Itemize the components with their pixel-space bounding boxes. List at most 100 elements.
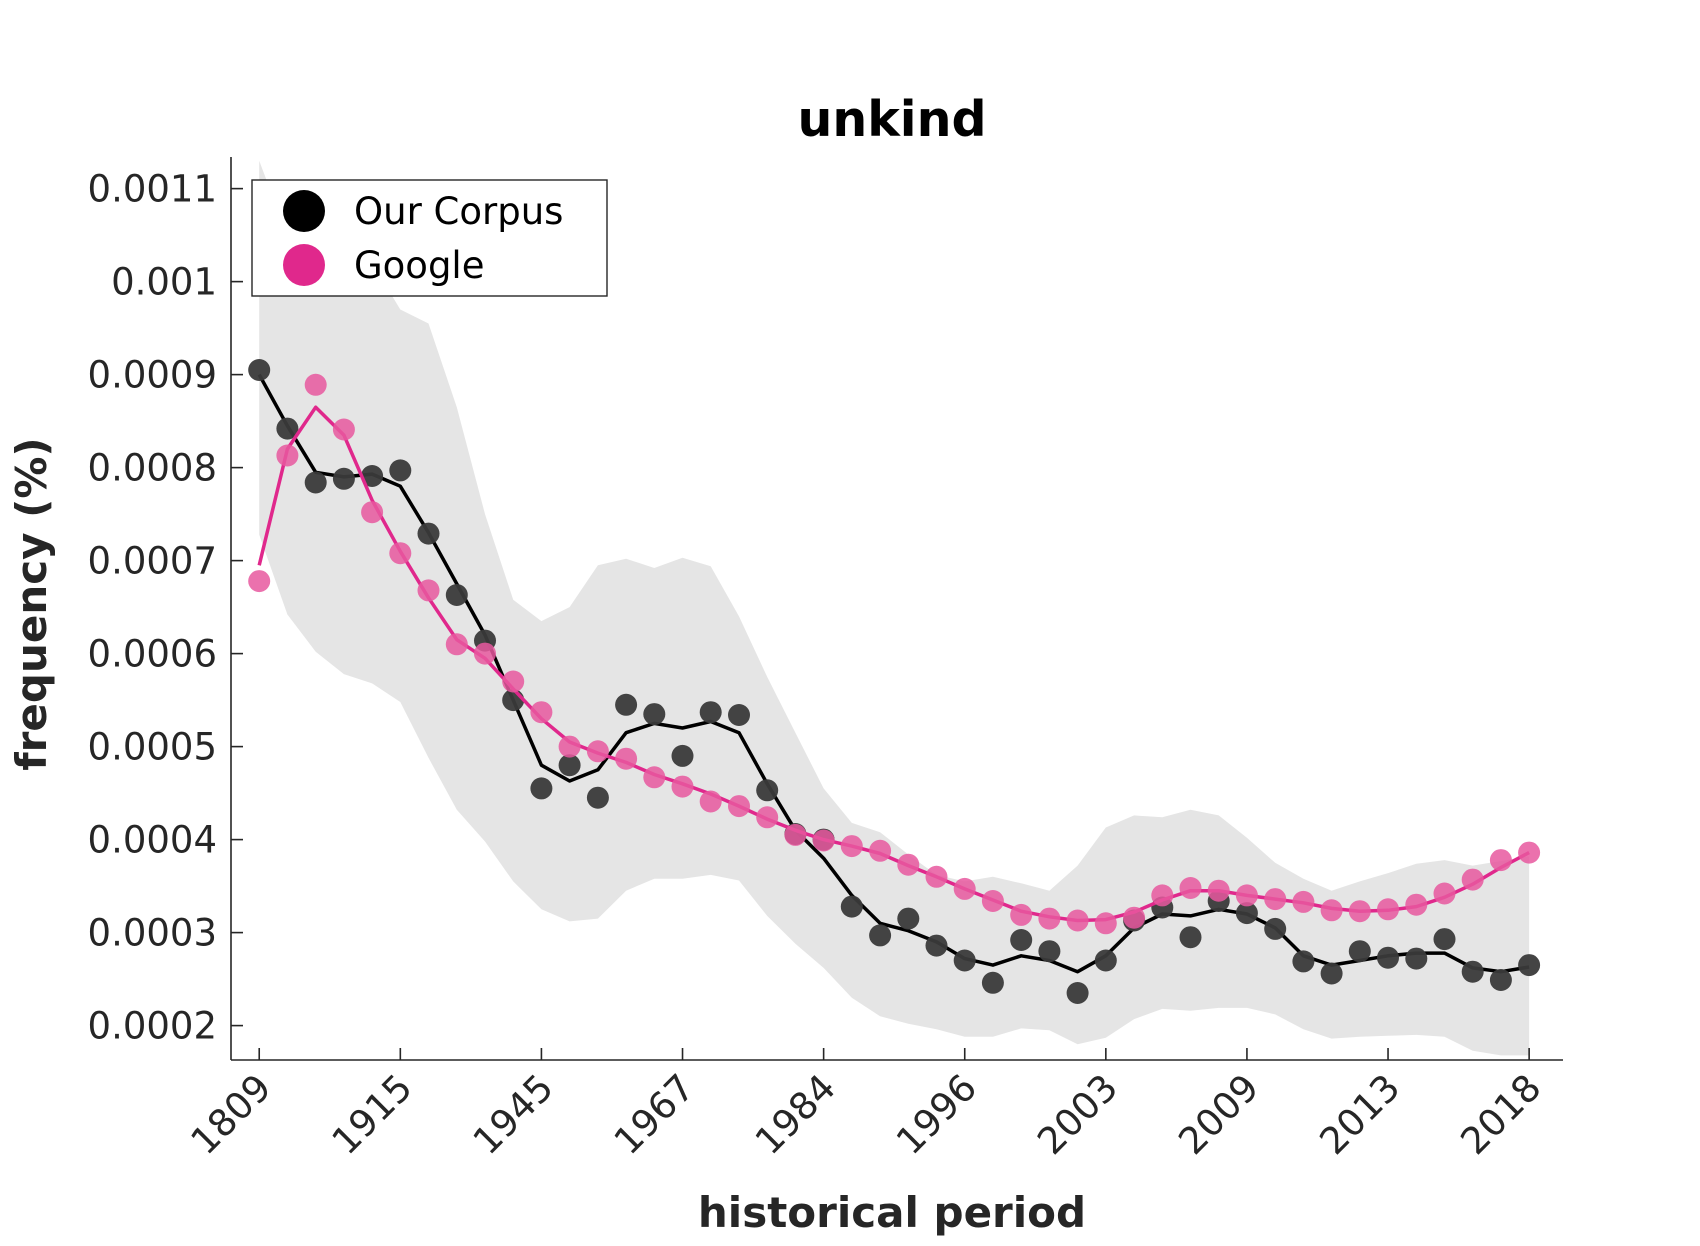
data-point-our-corpus — [1094, 949, 1117, 972]
y-tick-label: 0.001 — [111, 261, 217, 304]
data-point-our-corpus — [1377, 946, 1399, 969]
data-point-our-corpus — [1320, 962, 1343, 985]
data-point-google — [1264, 888, 1287, 911]
data-point-google — [1348, 900, 1371, 923]
data-point-our-corpus — [699, 701, 722, 724]
data-point-google — [417, 579, 440, 602]
data-point-our-corpus — [276, 417, 299, 440]
y-tick-label: 0.0008 — [88, 447, 217, 490]
x-tick-label: 1915 — [324, 1066, 421, 1163]
data-point-google — [1433, 882, 1456, 905]
data-point-google — [1489, 849, 1512, 872]
data-point-google — [728, 795, 750, 818]
data-point-our-corpus — [248, 359, 271, 381]
x-axis-title: historical period — [698, 1188, 1086, 1237]
data-point-google — [643, 766, 666, 789]
x-tick-label: 2018 — [1453, 1066, 1550, 1163]
data-point-google — [445, 633, 468, 656]
data-point-google — [1377, 898, 1399, 921]
data-point-google — [1038, 907, 1061, 930]
data-point-google — [615, 747, 638, 770]
y-tick-label: 0.0003 — [88, 912, 217, 955]
legend-marker-google — [283, 244, 325, 286]
x-tick-label: 2003 — [1029, 1066, 1126, 1163]
data-point-google — [869, 839, 892, 862]
data-point-google — [671, 775, 694, 798]
data-point-our-corpus — [389, 459, 412, 482]
data-point-our-corpus — [1235, 902, 1258, 925]
y-axis-title: frequency (%) — [7, 437, 56, 770]
data-point-our-corpus — [615, 693, 638, 716]
legend: Our Corpus Google — [251, 179, 608, 297]
data-point-our-corpus — [1489, 969, 1512, 991]
data-point-google — [1151, 884, 1174, 907]
chart-title: unkind — [797, 91, 986, 148]
data-point-google — [756, 806, 779, 829]
confidence-band — [259, 160, 1530, 1056]
data-point-google — [332, 418, 355, 441]
plot-area: 0.0002 0.0003 0.0004 0.0005 0.0006 0.0007 0.00… — [88, 157, 1563, 1163]
data-point-google — [304, 373, 327, 396]
data-point-our-corpus — [417, 522, 440, 545]
data-point-our-corpus — [1461, 960, 1484, 983]
y-tick-label: 0.0006 — [88, 633, 217, 676]
data-point-google — [1518, 841, 1541, 864]
data-point-google — [586, 740, 609, 763]
data-point-our-corpus — [586, 786, 609, 809]
data-point-google — [1292, 890, 1315, 913]
y-tick-label: 0.0011 — [88, 168, 217, 211]
x-tick-label: 1967 — [606, 1066, 703, 1163]
y-tick-label: 0.0004 — [88, 819, 217, 862]
data-point-our-corpus — [869, 924, 892, 947]
series-line-google — [257, 405, 1530, 923]
data-point-our-corpus — [1038, 940, 1061, 963]
data-point-our-corpus — [332, 467, 355, 490]
data-point-google — [1094, 912, 1117, 935]
data-point-google — [1179, 877, 1202, 899]
data-point-google — [840, 835, 863, 858]
data-point-google — [389, 542, 412, 565]
x-tick-label: 1984 — [747, 1066, 844, 1163]
data-point-our-corpus — [925, 934, 948, 957]
data-point-our-corpus — [1518, 954, 1541, 977]
axes — [230, 157, 1563, 1061]
data-point-our-corpus — [756, 779, 779, 802]
data-point-google — [1461, 868, 1484, 891]
data-point-our-corpus — [1179, 926, 1202, 949]
data-point-our-corpus — [953, 949, 976, 972]
data-point-google — [502, 670, 525, 693]
data-point-our-corpus — [530, 777, 553, 800]
data-point-google — [699, 790, 722, 813]
y-tick-label: 0.0005 — [88, 726, 217, 769]
data-point-our-corpus — [840, 895, 863, 918]
data-point-google — [474, 642, 496, 665]
data-point-our-corpus — [643, 703, 666, 726]
data-point-our-corpus — [445, 584, 468, 606]
x-tick-label: 1996 — [888, 1066, 985, 1163]
data-point-our-corpus — [1292, 950, 1315, 973]
data-point-our-corpus — [361, 465, 384, 487]
data-point-google — [1010, 903, 1033, 926]
data-point-google — [1123, 906, 1146, 929]
data-point-google — [248, 570, 271, 593]
data-point-our-corpus — [1264, 917, 1287, 940]
series-line-our-corpus — [257, 373, 1530, 974]
data-point-our-corpus — [1066, 982, 1089, 1004]
data-point-google — [953, 877, 976, 900]
series-layer — [248, 359, 1541, 1004]
legend-marker-our-corpus — [283, 190, 325, 232]
data-point-our-corpus — [304, 471, 327, 494]
y-axis-ticks: 0.0002 0.0003 0.0004 0.0005 0.0006 0.0007 0.00… — [88, 168, 243, 1048]
legend-label-our-corpus: Our Corpus — [354, 190, 563, 233]
data-point-google — [558, 735, 581, 758]
data-point-google — [1235, 884, 1258, 907]
data-point-our-corpus — [1405, 947, 1428, 970]
data-point-our-corpus — [558, 754, 581, 777]
data-point-our-corpus — [1433, 928, 1456, 951]
x-tick-label: 1945 — [465, 1066, 562, 1163]
data-point-our-corpus — [671, 744, 694, 767]
series-google — [248, 373, 1541, 935]
data-point-our-corpus — [1348, 940, 1371, 963]
data-point-google — [1320, 899, 1343, 922]
